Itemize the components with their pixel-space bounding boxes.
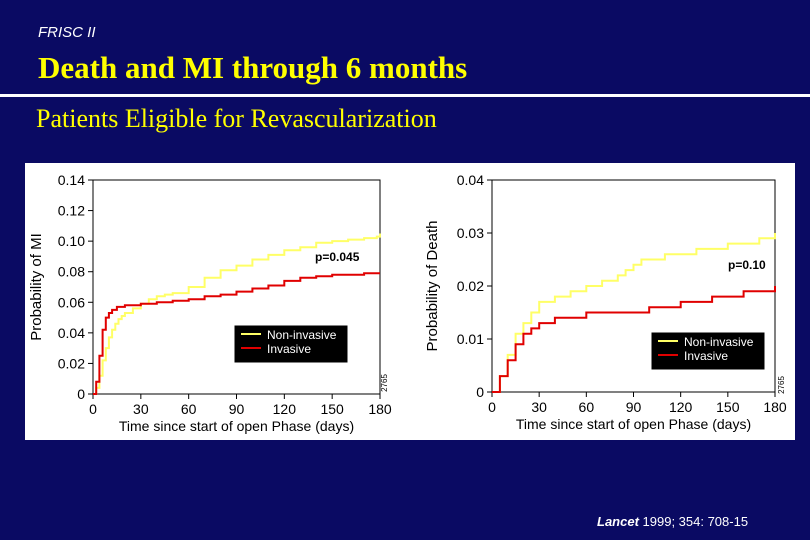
legend-box [234, 325, 348, 363]
mi-probability-chart: 0 0.02 0.04 0.06 0.08 0.10 0.12 0.14 0 30 60 90 120 1… [28, 172, 392, 434]
series-line-invasive [93, 272, 380, 395]
y-tick-label: 0.10 [58, 233, 85, 249]
p-value-annotation: p=0.045 [315, 250, 360, 264]
x-tick-label: 90 [626, 399, 642, 415]
x-tick-label: 180 [368, 401, 392, 417]
legend-box [651, 332, 765, 370]
slide-subtitle: Patients Eligible for Revascularization [36, 104, 437, 133]
x-axis-label: Time since start of open Phase (days) [119, 418, 354, 434]
citation: Lancet 1999; 354: 708-15 [597, 514, 748, 529]
x-tick-label: 120 [273, 401, 297, 417]
x-tick-label: 180 [763, 399, 787, 415]
series-line-non-invasive [492, 233, 776, 393]
x-tick-label: 120 [669, 399, 693, 415]
legend-entry: Invasive [684, 349, 728, 363]
x-tick-label: 30 [531, 399, 547, 415]
y-tick-label: 0.03 [457, 225, 484, 241]
y-axis-label: Probability of MI [28, 233, 45, 341]
x-tick-label: 150 [716, 399, 740, 415]
y-tick-label: 0.06 [58, 294, 85, 310]
slide-title: Death and MI through 6 months [38, 50, 468, 85]
legend-entry: Non-invasive [267, 328, 337, 342]
x-tick-label: 150 [320, 401, 344, 417]
x-tick-label: 60 [579, 399, 595, 415]
x-tick-label: 30 [133, 401, 149, 417]
series-line-non-invasive [93, 233, 381, 395]
y-tick-label: 0.14 [58, 172, 85, 188]
slide-code: 2765 [777, 376, 786, 394]
death-chart-panel: 0 0.01 0.02 0.03 0.04 0 30 60 90 120 150 180 Time si… [410, 163, 795, 440]
presentation-eyebrow: FRISC II [38, 24, 96, 41]
legend-entry: Invasive [267, 342, 311, 356]
citation-journal: Lancet [597, 514, 639, 529]
y-tick-label: 0.04 [457, 172, 484, 188]
y-tick-label: 0 [77, 386, 85, 402]
mi-chart-panel: 0 0.02 0.04 0.06 0.08 0.10 0.12 0.14 0 30 60 90 120 1… [25, 163, 410, 440]
citation-reference: 1999; 354: 708-15 [638, 514, 749, 529]
x-tick-label: 60 [181, 401, 197, 417]
x-axis-label: Time since start of open Phase (days) [516, 416, 751, 432]
p-value-annotation: p=0.10 [728, 258, 766, 272]
x-tick-label: 0 [488, 399, 496, 415]
death-probability-chart: 0 0.01 0.02 0.03 0.04 0 30 60 90 120 150 180 Time si… [424, 172, 787, 432]
x-tick-label: 90 [229, 401, 245, 417]
legend-entry: Non-invasive [684, 335, 754, 349]
y-tick-label: 0.02 [457, 278, 484, 294]
y-axis-label: Probability of Death [424, 221, 441, 352]
y-tick-label: 0.02 [58, 355, 85, 371]
y-tick-label: 0.04 [58, 325, 85, 341]
title-divider [0, 94, 810, 97]
series-line-invasive [492, 286, 776, 393]
x-tick-label: 0 [89, 401, 97, 417]
slide-code: 2765 [380, 374, 389, 392]
y-tick-label: 0.12 [58, 203, 85, 219]
y-tick-label: 0.01 [457, 331, 484, 347]
y-tick-label: 0.08 [58, 264, 85, 280]
y-tick-label: 0 [476, 384, 484, 400]
